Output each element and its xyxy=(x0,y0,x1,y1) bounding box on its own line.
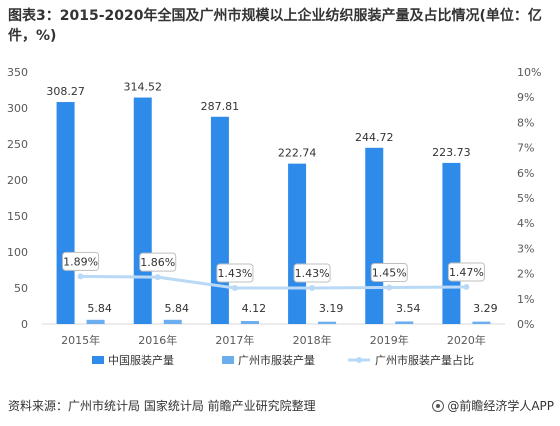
share-line-point xyxy=(231,284,238,291)
x-axis-tick-label: 2015年 xyxy=(61,333,100,347)
right-axis-tick-label: 2% xyxy=(517,268,534,281)
x-axis-tick-label: 2017年 xyxy=(215,333,254,347)
left-axis-tick-label: 150 xyxy=(7,210,28,223)
share-line-point xyxy=(463,283,470,290)
chart-title: 图表3：2015-2020年全国及广州市规模以上企业纺织服装产量及占比情况(单位… xyxy=(8,8,542,44)
national-bar-value-label: 222.74 xyxy=(278,147,317,160)
legend-label: 广州市服装产量占比 xyxy=(375,353,474,367)
national-bar-value-label: 223.73 xyxy=(432,146,471,159)
share-line-point xyxy=(309,284,316,291)
guangzhou-bar-value-label: 3.29 xyxy=(473,302,498,315)
national-bar xyxy=(288,163,307,324)
share-line-point xyxy=(154,274,161,281)
share-line-point xyxy=(77,273,84,280)
share-line-point xyxy=(386,284,393,291)
national-bar-value-label: 308.27 xyxy=(46,85,85,98)
share-value-label: 1.45% xyxy=(372,266,407,279)
x-axis-tick-label: 2018年 xyxy=(293,333,332,347)
guangzhou-bar-value-label: 4.12 xyxy=(242,302,267,315)
left-axis-tick-label: 300 xyxy=(7,102,28,115)
national-bar xyxy=(56,102,75,325)
legend-swatch xyxy=(92,356,104,364)
share-value-label: 1.43% xyxy=(295,267,330,280)
share-line xyxy=(80,274,467,290)
national-bar xyxy=(365,147,384,324)
national-bar-value-label: 314.52 xyxy=(124,81,163,94)
share-label-box xyxy=(139,252,177,272)
left-axis-tick-label: 350 xyxy=(7,66,28,79)
right-axis-tick-label: 8% xyxy=(517,116,534,129)
guangzhou-bar xyxy=(395,321,414,324)
right-axis-tick-label: 6% xyxy=(517,167,534,180)
left-axis-tick-label: 0 xyxy=(21,318,28,331)
national-bar xyxy=(133,97,152,325)
guangzhou-bar xyxy=(163,319,182,324)
right-axis-tick-label: 1% xyxy=(517,293,534,306)
brand-credit: @前瞻经济学人APP xyxy=(432,396,554,416)
right-axis-tick-label: 4% xyxy=(517,217,534,230)
share-value-label: 1.43% xyxy=(217,267,252,280)
left-axis-tick-label: 250 xyxy=(7,138,28,151)
national-bar xyxy=(442,162,461,324)
x-axis-tick-label: 2019年 xyxy=(370,333,409,347)
share-value-label: 1.47% xyxy=(449,266,484,279)
share-label-box xyxy=(447,262,485,282)
right-axis-tick-label: 0% xyxy=(517,318,534,331)
left-axis-tick-label: 50 xyxy=(14,282,28,295)
guangzhou-bar-value-label: 3.54 xyxy=(396,302,421,315)
legend-line-marker xyxy=(356,357,362,363)
legend-label: 广州市服装产量 xyxy=(238,353,315,367)
guangzhou-bar xyxy=(86,319,105,324)
right-axis-tick-label: 10% xyxy=(517,66,541,79)
brand-logo-icon xyxy=(432,400,445,412)
national-bar-value-label: 244.72 xyxy=(355,131,394,144)
x-axis-tick-label: 2016年 xyxy=(138,333,177,347)
guangzhou-bar-value-label: 3.19 xyxy=(319,302,344,315)
share-value-label: 1.86% xyxy=(140,256,175,269)
left-axis-tick-label: 100 xyxy=(7,246,28,259)
guangzhou-bar xyxy=(472,321,491,324)
right-axis-tick-label: 3% xyxy=(517,242,534,255)
guangzhou-bar-value-label: 5.84 xyxy=(165,302,190,315)
share-label-box xyxy=(293,263,331,283)
chart-area: 0 50 100 150 200 250 300 350 0% 1% 2% 3% 4% 5% 6% 7% 8% 9… xyxy=(0,52,560,388)
right-axis-tick-label: 9% xyxy=(517,91,534,104)
x-axis-tick-label: 2020年 xyxy=(447,333,486,347)
share-label-box xyxy=(370,262,408,282)
source-note: 资料来源：广州市统计局 国家统计局 前瞻产业研究院整理 xyxy=(8,399,316,413)
brand-text: @前瞻经济学人APP xyxy=(447,399,554,413)
national-bar-value-label: 287.81 xyxy=(201,100,240,113)
guangzhou-bar-value-label: 5.84 xyxy=(87,302,112,315)
share-label-box xyxy=(216,263,254,283)
legend-label: 中国服装产量 xyxy=(108,353,174,367)
legend-swatch xyxy=(222,356,234,364)
left-axis-tick-label: 200 xyxy=(7,174,28,187)
guangzhou-bar xyxy=(318,321,337,324)
national-bar xyxy=(210,116,229,325)
guangzhou-bar xyxy=(240,321,259,324)
share-value-label: 1.89% xyxy=(63,255,98,268)
right-axis-tick-label: 5% xyxy=(517,192,534,205)
combo-chart: 0 50 100 150 200 250 300 350 0% 1% 2% 3% 4% 5% 6% 7% 8% 9… xyxy=(7,66,541,367)
right-axis-tick-label: 7% xyxy=(517,142,534,155)
share-label-box xyxy=(62,251,100,271)
